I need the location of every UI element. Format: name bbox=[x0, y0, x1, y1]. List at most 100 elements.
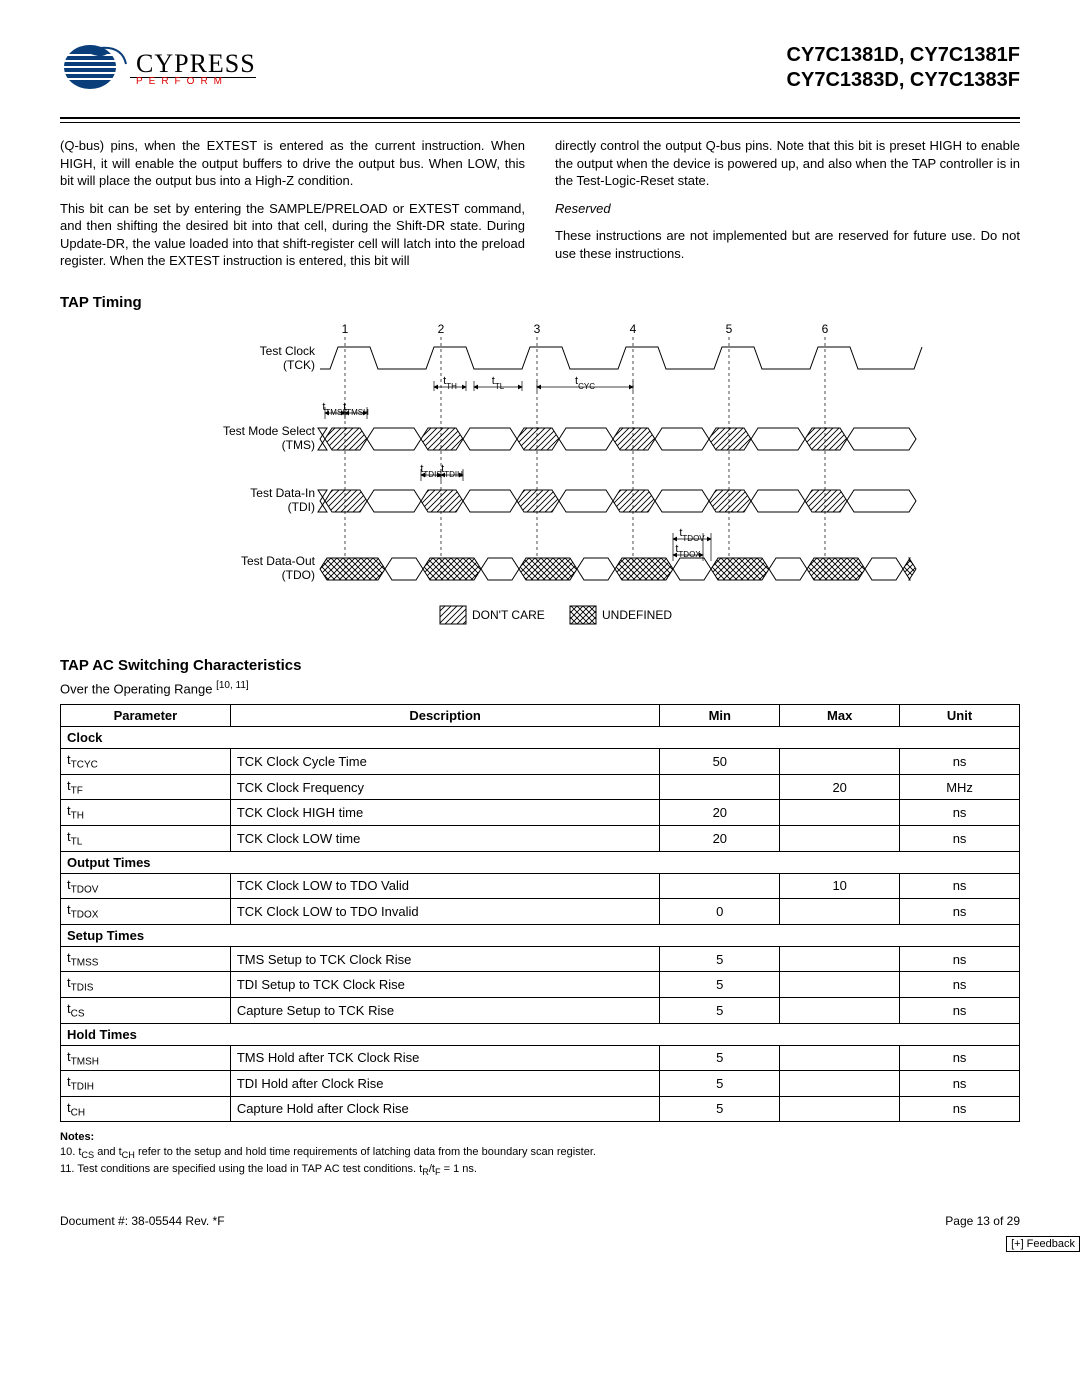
svg-text:(TDI): (TDI) bbox=[288, 500, 315, 514]
table-section-title: Setup Times bbox=[61, 924, 1020, 946]
table-row: tCSCapture Setup to TCK Rise5ns bbox=[61, 997, 1020, 1023]
notes-block: Notes: 10. tCS and tCH refer to the setu… bbox=[60, 1130, 1020, 1178]
cell-description: TCK Clock LOW to TDO Valid bbox=[230, 873, 660, 899]
table-row: tTLTCK Clock LOW time20ns bbox=[61, 825, 1020, 851]
svg-text:3: 3 bbox=[534, 322, 541, 336]
cell-min: 5 bbox=[660, 997, 780, 1023]
svg-text:Test Mode Select: Test Mode Select bbox=[223, 424, 316, 438]
svg-text:tTDIH: tTDIH bbox=[441, 463, 463, 479]
table-row: tTDIHTDI Hold after Clock Rise5ns bbox=[61, 1071, 1020, 1097]
cell-min: 5 bbox=[660, 1045, 780, 1071]
doc-number: Document #: 38-05544 Rev. *F bbox=[60, 1214, 225, 1228]
logo-block: CYPRESS PERFORM bbox=[60, 40, 256, 95]
table-section-title: Hold Times bbox=[61, 1023, 1020, 1045]
cell-parameter: tTCYC bbox=[61, 749, 231, 775]
table-row: tTCYCTCK Clock Cycle Time50 ns bbox=[61, 749, 1020, 775]
cell-max bbox=[780, 946, 900, 972]
cell-min: 5 bbox=[660, 972, 780, 998]
svg-text:(TDO): (TDO) bbox=[282, 568, 315, 582]
svg-text:Test Data-In: Test Data-In bbox=[250, 486, 315, 500]
cell-parameter: tCH bbox=[61, 1096, 231, 1122]
cell-unit: ns bbox=[900, 946, 1020, 972]
table-section-title: Output Times bbox=[61, 851, 1020, 873]
cell-max bbox=[780, 1096, 900, 1122]
table-header: Parameter bbox=[61, 705, 231, 727]
cell-parameter: tTMSS bbox=[61, 946, 231, 972]
table-section-row: Output Times bbox=[61, 851, 1020, 873]
svg-text:Test Clock: Test Clock bbox=[260, 344, 316, 358]
cell-description: TCK Clock Cycle Time bbox=[230, 749, 660, 775]
cell-min: 20 bbox=[660, 800, 780, 826]
logo-text: CYPRESS bbox=[136, 49, 256, 79]
cell-min: 5 bbox=[660, 946, 780, 972]
body-col-left: (Q-bus) pins, when the EXTEST is entered… bbox=[60, 137, 525, 280]
svg-text:tTMSH: tTMSH bbox=[343, 401, 369, 417]
svg-text:2: 2 bbox=[438, 322, 445, 336]
cell-unit: ns bbox=[900, 1096, 1020, 1122]
cell-description: TCK Clock HIGH time bbox=[230, 800, 660, 826]
cell-unit: ns bbox=[900, 1071, 1020, 1097]
cell-description: TCK Clock Frequency bbox=[230, 774, 660, 800]
cell-parameter: tTF bbox=[61, 774, 231, 800]
part-numbers: CY7C1381D, CY7C1381F CY7C1383D, CY7C1383… bbox=[787, 43, 1020, 93]
table-row: tTFTCK Clock Frequency20MHz bbox=[61, 774, 1020, 800]
feedback-button[interactable]: [+] Feedback bbox=[1006, 1236, 1080, 1252]
cell-description: Capture Setup to TCK Rise bbox=[230, 997, 660, 1023]
body-two-col: (Q-bus) pins, when the EXTEST is entered… bbox=[60, 137, 1020, 280]
cell-description: TCK Clock LOW to TDO Invalid bbox=[230, 899, 660, 925]
svg-text:tCYC: tCYC bbox=[575, 375, 595, 391]
page-header: CYPRESS PERFORM CY7C1381D, CY7C1381F CY7… bbox=[60, 40, 1020, 95]
note-11: 11. Test conditions are specified using … bbox=[60, 1162, 1020, 1179]
cell-parameter: tTDOX bbox=[61, 899, 231, 925]
cell-parameter: tTL bbox=[61, 825, 231, 851]
cell-unit: ns bbox=[900, 749, 1020, 775]
tap-timing-diagram: 123456Test Clock(TCK)tTHtTLtCYCTest Mode… bbox=[60, 321, 1020, 641]
svg-text:DON'T CARE: DON'T CARE bbox=[472, 608, 545, 622]
table-section-row: Clock bbox=[61, 727, 1020, 749]
cell-parameter: tTDIS bbox=[61, 972, 231, 998]
cell-min bbox=[660, 774, 780, 800]
body-col-right: directly control the output Q-bus pins. … bbox=[555, 137, 1020, 280]
cell-parameter: tTDIH bbox=[61, 1071, 231, 1097]
table-row: tCHCapture Hold after Clock Rise5 ns bbox=[61, 1096, 1020, 1122]
svg-text:tTL: tTL bbox=[492, 375, 505, 391]
table-header: Min bbox=[660, 705, 780, 727]
table-section-title: Clock bbox=[61, 727, 1020, 749]
table-header: Description bbox=[230, 705, 660, 727]
cell-parameter: tTH bbox=[61, 800, 231, 826]
cell-max bbox=[780, 800, 900, 826]
svg-text:UNDEFINED: UNDEFINED bbox=[602, 608, 672, 622]
cell-unit: ns bbox=[900, 825, 1020, 851]
svg-text:(TCK): (TCK) bbox=[283, 358, 315, 372]
cell-max: 20 bbox=[780, 774, 900, 800]
cell-max bbox=[780, 1045, 900, 1071]
cell-min: 5 bbox=[660, 1071, 780, 1097]
cell-max bbox=[780, 899, 900, 925]
table-row: tTDOXTCK Clock LOW to TDO Invalid0ns bbox=[61, 899, 1020, 925]
page-footer: Document #: 38-05544 Rev. *F Page 13 of … bbox=[60, 1214, 1020, 1228]
cell-min: 50 bbox=[660, 749, 780, 775]
part-line-1: CY7C1381D, CY7C1381F bbox=[787, 43, 1020, 68]
cell-unit: ns bbox=[900, 972, 1020, 998]
body-para: This bit can be set by entering the SAMP… bbox=[60, 200, 525, 270]
cell-description: TMS Setup to TCK Clock Rise bbox=[230, 946, 660, 972]
cell-parameter: tTDOV bbox=[61, 873, 231, 899]
note-10: 10. tCS and tCH refer to the setup and h… bbox=[60, 1145, 1020, 1162]
table-section-row: Setup Times bbox=[61, 924, 1020, 946]
cell-description: Capture Hold after Clock Rise bbox=[230, 1096, 660, 1122]
cell-parameter: tTMSH bbox=[61, 1045, 231, 1071]
tap-ac-table: Parameter Description Min Max Unit Clock… bbox=[60, 704, 1020, 1122]
table-header-row: Parameter Description Min Max Unit bbox=[61, 705, 1020, 727]
part-line-2: CY7C1383D, CY7C1383F bbox=[787, 68, 1020, 93]
cell-description: TMS Hold after TCK Clock Rise bbox=[230, 1045, 660, 1071]
svg-text:5: 5 bbox=[726, 322, 733, 336]
svg-text:4: 4 bbox=[630, 322, 637, 336]
cell-min: 5 bbox=[660, 1096, 780, 1122]
cell-description: TCK Clock LOW time bbox=[230, 825, 660, 851]
cell-min: 0 bbox=[660, 899, 780, 925]
cell-max: 10 bbox=[780, 873, 900, 899]
body-para: directly control the output Q-bus pins. … bbox=[555, 137, 1020, 190]
svg-text:tTDOX: tTDOX bbox=[675, 543, 701, 559]
table-row: tTMSSTMS Setup to TCK Clock Rise5 ns bbox=[61, 946, 1020, 972]
cell-max bbox=[780, 972, 900, 998]
